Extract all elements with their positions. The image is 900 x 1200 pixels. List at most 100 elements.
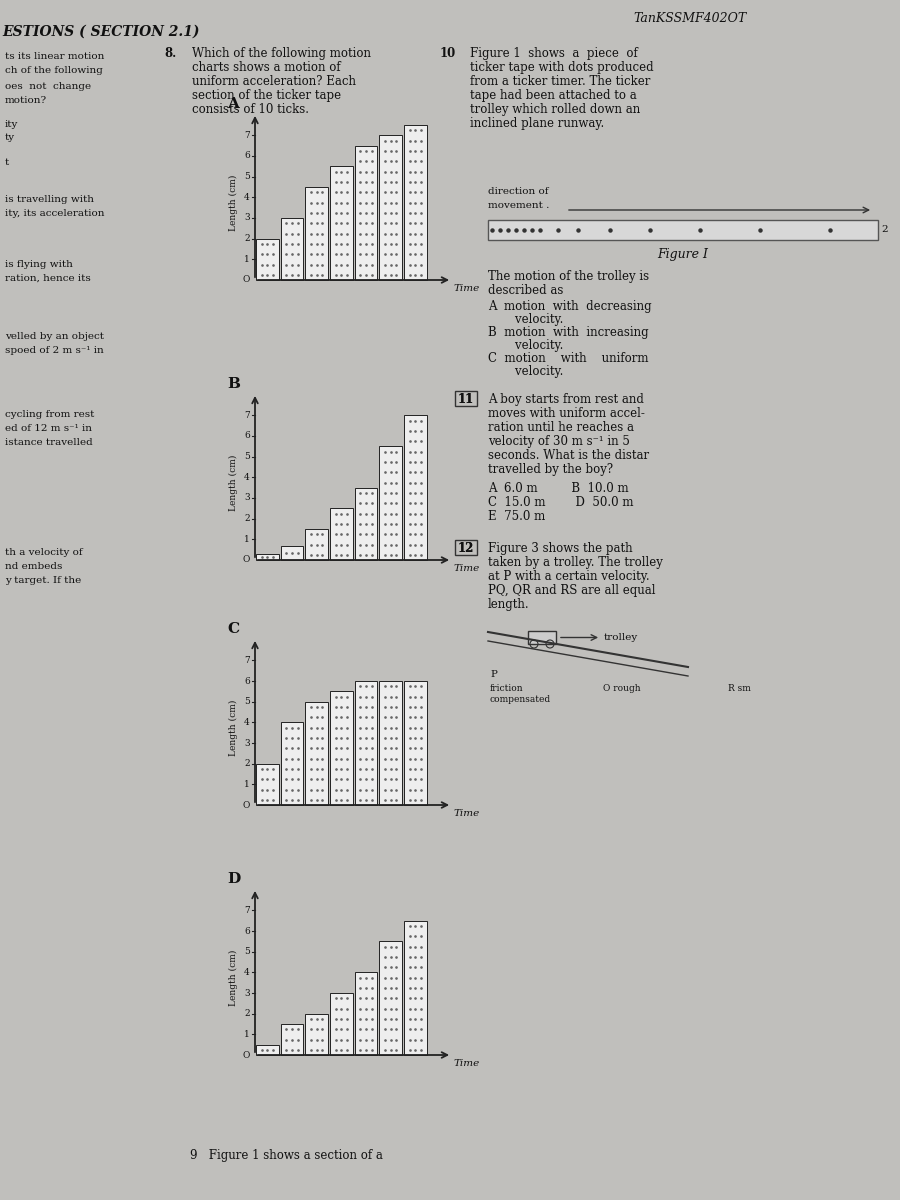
Text: ts its linear motion: ts its linear motion — [5, 52, 104, 61]
Text: C: C — [227, 622, 239, 636]
Text: 5: 5 — [244, 172, 250, 181]
Text: O: O — [243, 800, 250, 810]
Text: Figure I: Figure I — [658, 248, 708, 260]
Text: 6: 6 — [244, 926, 250, 936]
Text: 5: 5 — [244, 697, 250, 706]
Text: 12: 12 — [458, 542, 474, 554]
Bar — [379, 136, 402, 280]
Text: velocity.: velocity. — [500, 365, 563, 378]
Text: 6: 6 — [244, 677, 250, 685]
Bar — [305, 702, 328, 805]
Bar — [305, 1014, 328, 1055]
Bar — [330, 691, 353, 805]
Text: O: O — [243, 276, 250, 284]
Text: P: P — [490, 670, 497, 679]
Text: Figure 1  shows  a  piece  of: Figure 1 shows a piece of — [470, 47, 638, 60]
Text: A  6.0 m         B  10.0 m: A 6.0 m B 10.0 m — [488, 482, 628, 494]
Bar — [256, 763, 279, 805]
Text: 1: 1 — [244, 535, 250, 544]
Text: D: D — [227, 872, 240, 886]
Text: velocity of 30 m s⁻¹ in 5: velocity of 30 m s⁻¹ in 5 — [488, 434, 630, 448]
Text: taken by a trolley. The trolley: taken by a trolley. The trolley — [488, 556, 663, 569]
Bar — [281, 218, 303, 280]
Bar — [355, 145, 377, 280]
Bar — [404, 680, 427, 805]
Bar — [330, 994, 353, 1055]
Text: uniform acceleration? Each: uniform acceleration? Each — [192, 74, 356, 88]
Text: travelled by the boy?: travelled by the boy? — [488, 463, 613, 476]
Text: is travelling with: is travelling with — [5, 194, 94, 204]
Text: 2: 2 — [245, 760, 250, 768]
Bar — [404, 125, 427, 280]
Text: movement .: movement . — [488, 200, 549, 210]
Text: 4: 4 — [244, 968, 250, 977]
Bar — [379, 680, 402, 805]
Text: Length (cm): Length (cm) — [229, 949, 238, 1006]
Text: ration until he reaches a: ration until he reaches a — [488, 421, 634, 434]
Text: 5: 5 — [244, 947, 250, 956]
Text: consists of 10 ticks.: consists of 10 ticks. — [192, 103, 309, 116]
Text: nd embeds: nd embeds — [5, 562, 62, 571]
Text: 2: 2 — [881, 226, 887, 234]
Text: tape had been attached to a: tape had been attached to a — [470, 89, 637, 102]
Text: oes  not  change: oes not change — [5, 82, 91, 91]
Text: Which of the following motion: Which of the following motion — [192, 47, 371, 60]
Text: ed of 12 m s⁻¹ in: ed of 12 m s⁻¹ in — [5, 424, 92, 433]
Bar — [379, 446, 402, 560]
Text: 3: 3 — [245, 493, 250, 503]
Text: ration, hence its: ration, hence its — [5, 274, 91, 283]
Text: compensated: compensated — [490, 695, 551, 704]
Text: 11: 11 — [458, 392, 474, 406]
Text: A boy starts from rest and: A boy starts from rest and — [488, 392, 644, 406]
Bar — [455, 391, 477, 406]
Text: R sm: R sm — [728, 684, 751, 692]
Text: 2: 2 — [245, 514, 250, 523]
Bar — [404, 415, 427, 560]
Text: ity: ity — [5, 120, 18, 128]
Text: 11: 11 — [458, 392, 474, 406]
Text: 7: 7 — [244, 410, 250, 420]
Text: 3: 3 — [245, 214, 250, 222]
Bar — [256, 1045, 279, 1055]
Text: 12: 12 — [458, 542, 474, 554]
Text: Time: Time — [454, 564, 481, 572]
Bar — [281, 722, 303, 805]
Text: 7: 7 — [244, 656, 250, 665]
Text: 4: 4 — [244, 473, 250, 482]
Bar — [455, 540, 477, 554]
Text: istance travelled: istance travelled — [5, 438, 93, 446]
Bar — [404, 920, 427, 1055]
Text: Length (cm): Length (cm) — [229, 455, 238, 511]
Text: spoed of 2 m s⁻¹ in: spoed of 2 m s⁻¹ in — [5, 346, 104, 355]
Text: B  motion  with  increasing: B motion with increasing — [488, 326, 649, 338]
Text: moves with uniform accel-: moves with uniform accel- — [488, 407, 645, 420]
Text: at P with a certain velocity.: at P with a certain velocity. — [488, 570, 650, 583]
Text: PQ, QR and RS are all equal: PQ, QR and RS are all equal — [488, 584, 655, 596]
Bar — [355, 972, 377, 1055]
Bar — [355, 680, 377, 805]
Text: A  motion  with  decreasing: A motion with decreasing — [488, 300, 652, 313]
Text: y target. If the: y target. If the — [5, 576, 81, 584]
Text: 8.: 8. — [164, 47, 176, 60]
Text: ESTIONS ( SECTION 2.1): ESTIONS ( SECTION 2.1) — [2, 25, 200, 38]
Bar — [256, 553, 279, 560]
Text: seconds. What is the distar: seconds. What is the distar — [488, 449, 649, 462]
Text: 6: 6 — [244, 151, 250, 161]
Text: Figure 3 shows the path: Figure 3 shows the path — [488, 542, 633, 554]
Text: 2: 2 — [245, 234, 250, 244]
Bar — [488, 220, 878, 240]
Text: C  15.0 m        D  50.0 m: C 15.0 m D 50.0 m — [488, 496, 634, 509]
Text: velocity.: velocity. — [500, 338, 563, 352]
Text: inclined plane runway.: inclined plane runway. — [470, 116, 604, 130]
Text: charts shows a motion of: charts shows a motion of — [192, 61, 340, 74]
Text: 5: 5 — [244, 452, 250, 461]
Text: is flying with: is flying with — [5, 260, 73, 269]
Bar — [281, 1024, 303, 1055]
Text: cycling from rest: cycling from rest — [5, 410, 94, 419]
Bar — [379, 941, 402, 1055]
Text: trolley which rolled down an: trolley which rolled down an — [470, 103, 640, 116]
Bar — [281, 546, 303, 560]
Bar — [330, 509, 353, 560]
Bar — [305, 529, 328, 560]
Text: E  75.0 m: E 75.0 m — [488, 510, 545, 523]
